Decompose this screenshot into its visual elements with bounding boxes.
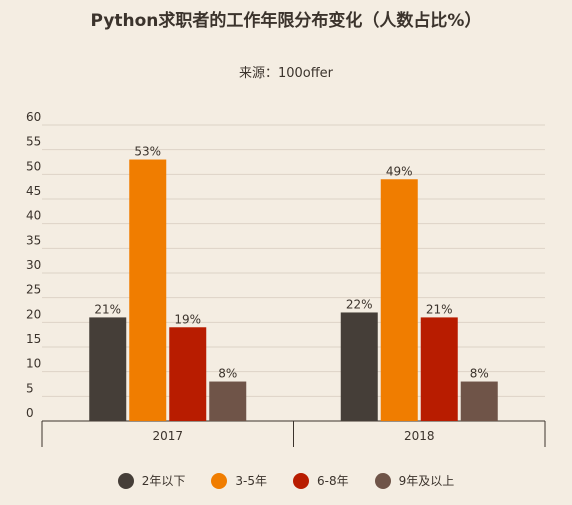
data-label: 22% — [346, 297, 373, 311]
y-tick-label: 45 — [26, 184, 41, 198]
y-tick-label: 50 — [26, 159, 41, 173]
y-tick-label: 25 — [26, 283, 41, 297]
y-tick-label: 40 — [26, 209, 41, 223]
legend-swatch — [374, 472, 391, 489]
y-tick-label: 20 — [26, 307, 41, 321]
data-label: 21% — [426, 302, 453, 316]
bar — [209, 381, 247, 421]
y-tick-label: 10 — [26, 357, 41, 371]
data-label: 19% — [174, 312, 201, 326]
y-tick-label: 60 — [26, 110, 41, 124]
y-tick-label: 30 — [26, 258, 41, 272]
legend-item-6-8: 6-8年 — [293, 472, 349, 489]
data-label: 8% — [218, 367, 237, 381]
legend-swatch — [117, 472, 134, 489]
data-label: 21% — [94, 302, 121, 316]
legend-item-under-2: 2年以下 — [117, 472, 186, 489]
bar — [129, 159, 167, 422]
y-tick-label: 0 — [26, 406, 34, 420]
legend-item-9-plus: 9年及以上 — [374, 472, 455, 489]
y-tick-label: 55 — [26, 135, 41, 149]
legend-item-3-5: 3-5年 — [211, 472, 267, 489]
data-label: 53% — [134, 145, 161, 159]
bar — [340, 312, 378, 421]
bar — [89, 317, 127, 421]
bar — [420, 317, 458, 421]
y-tick-label: 35 — [26, 233, 41, 247]
legend-label: 3-5年 — [235, 474, 267, 488]
chart-subtitle: 来源：100offer — [238, 66, 334, 81]
y-tick-label: 5 — [26, 381, 34, 395]
chart-title: Python求职者的工作年限分布变化（人数占比%） — [90, 11, 482, 31]
bar — [460, 381, 498, 421]
data-label: 8% — [470, 367, 489, 381]
legend-swatch — [211, 472, 228, 489]
data-label: 49% — [386, 164, 413, 178]
bar — [169, 327, 207, 421]
legend-swatch — [293, 472, 309, 489]
bar — [380, 179, 418, 421]
legend-label: 2年以下 — [141, 474, 186, 488]
legend-label: 9年及以上 — [398, 474, 455, 488]
legend-label: 6-8年 — [317, 474, 349, 488]
x-tick-label: 2017 — [152, 429, 183, 443]
y-tick-label: 15 — [26, 332, 41, 346]
x-tick-label: 2018 — [404, 429, 435, 443]
legend: 2年以下 3-5年 6-8年 9年及以上 — [0, 472, 572, 489]
